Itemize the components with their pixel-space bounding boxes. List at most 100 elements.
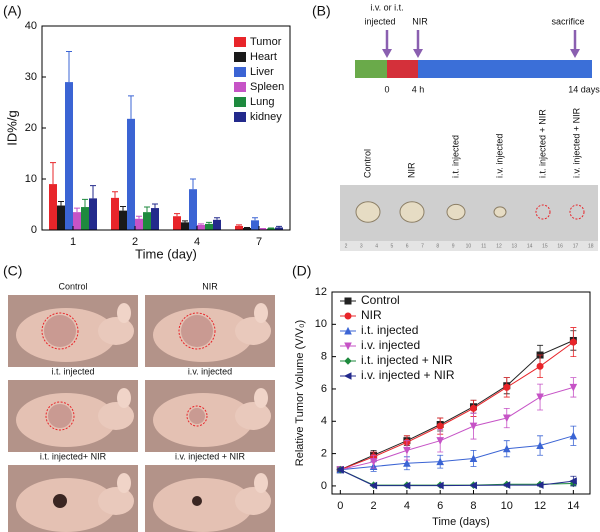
tumor-outline — [45, 401, 75, 431]
bar — [111, 197, 119, 230]
marker — [344, 357, 352, 365]
tumor — [44, 315, 76, 347]
legend-label: i.v. injected — [361, 338, 420, 352]
tumor-sample — [493, 206, 507, 218]
marker — [369, 481, 378, 490]
photo-label: Control — [58, 281, 87, 291]
y-axis-label: Relative Tumor Volume (V/V₀) — [294, 320, 306, 466]
marker — [436, 437, 445, 445]
mouse-head — [98, 317, 134, 345]
ruler-label: 18 — [588, 243, 594, 249]
panel-label: (A) — [3, 3, 22, 19]
photo-label: i.v. injected + NIR — [175, 451, 246, 461]
error-bar — [120, 206, 126, 211]
mouse-ear — [254, 388, 268, 408]
y-tick-label: 12 — [315, 286, 327, 298]
x-tick-label: 7 — [256, 236, 262, 248]
ruler-label: 15 — [542, 243, 548, 249]
bar — [181, 222, 189, 230]
error-bar — [90, 185, 96, 199]
x-tick-label: 8 — [470, 500, 476, 512]
marker — [402, 481, 411, 490]
error-bar — [198, 223, 204, 225]
panel-label: (B) — [312, 3, 331, 19]
marker — [503, 383, 511, 391]
legend-swatch — [234, 82, 246, 92]
ruler-label: 3 — [360, 243, 363, 249]
legend-label: i.v. injected + NIR — [361, 368, 455, 382]
legend-label: Spleen — [250, 81, 284, 93]
legend-swatch — [234, 67, 246, 77]
error-bar — [144, 206, 150, 213]
phase-follow-up — [418, 60, 592, 78]
y-tick-label: 8 — [321, 351, 327, 363]
error-bar — [112, 191, 118, 198]
error-bar — [50, 162, 56, 185]
event-label: sacrifice — [551, 16, 584, 26]
tumor-sample — [355, 201, 381, 223]
legend-swatch — [234, 112, 246, 122]
series-line — [340, 341, 574, 471]
bar — [213, 219, 221, 230]
marker — [569, 431, 578, 440]
mouse-head — [235, 317, 271, 345]
photo-label: i.t. injected — [51, 366, 94, 376]
tumor-site-marker — [535, 204, 551, 220]
y-tick-label: 10 — [315, 318, 327, 330]
mouse-ear — [254, 473, 268, 493]
error-bar — [182, 220, 188, 223]
bar — [173, 216, 181, 230]
bar — [205, 223, 213, 230]
mouse-head — [235, 487, 271, 515]
y-tick-label: 40 — [25, 20, 37, 32]
ruler-label: 13 — [512, 243, 518, 249]
mouse-head — [98, 402, 134, 430]
error-bar — [136, 215, 142, 219]
event-arrow-head — [382, 49, 392, 58]
event-arrow-head — [570, 49, 580, 58]
ruler-label: 6 — [406, 243, 409, 249]
y-tick-label: 30 — [25, 71, 37, 83]
ruler-label: 9 — [452, 243, 455, 249]
x-tick-label: 14 — [567, 500, 579, 512]
tumor — [48, 404, 72, 428]
marker — [469, 454, 478, 462]
sample-photo — [340, 185, 598, 241]
marker — [469, 481, 477, 490]
series-line — [340, 435, 574, 471]
bar — [65, 82, 73, 230]
bar — [251, 220, 259, 230]
ruler-label: 14 — [527, 243, 533, 249]
error-bar — [214, 217, 220, 220]
bar — [49, 184, 57, 230]
time-label: 4 h — [412, 84, 425, 94]
phase-injection — [355, 60, 387, 78]
ruler-label: 5 — [391, 243, 394, 249]
marker — [436, 457, 445, 466]
bar — [197, 224, 205, 230]
error-bar — [128, 95, 134, 119]
tumor-outline — [186, 405, 208, 427]
bar — [189, 189, 197, 230]
marker — [569, 383, 578, 392]
y-tick-label: 10 — [25, 173, 37, 185]
y-tick-label: 0 — [31, 224, 37, 236]
mouse-head — [235, 402, 271, 430]
ruler — [340, 241, 598, 251]
marker — [436, 481, 444, 490]
sample-label: Control — [362, 149, 372, 178]
marker — [403, 459, 411, 467]
y-tick-label: 4 — [321, 415, 327, 427]
error-bar — [58, 200, 64, 206]
y-tick-label: 6 — [321, 383, 327, 395]
legend-label: i.t. injected — [361, 323, 418, 337]
bar — [275, 227, 283, 230]
sample-label: i.t. injected — [450, 135, 460, 178]
photo-label: i.v. injected — [188, 366, 232, 376]
mouse-ear — [117, 303, 131, 323]
mouse-ear — [117, 388, 131, 408]
ruler-label: 4 — [375, 243, 378, 249]
bar — [151, 208, 159, 230]
x-tick-label: 4 — [404, 500, 410, 512]
ruler-label: 8 — [436, 243, 439, 249]
